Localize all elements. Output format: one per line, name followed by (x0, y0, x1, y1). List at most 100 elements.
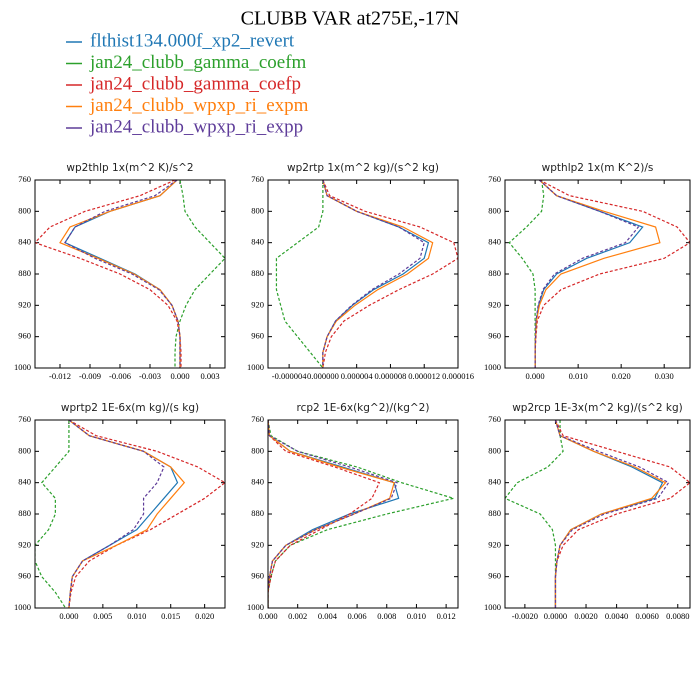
series-line (534, 180, 690, 368)
panel-title: wpthlp2 1x(m K^2)/s (542, 162, 654, 174)
panel-title: wp2rtp 1x(m^2 kg)/(s^2 kg) (287, 162, 439, 174)
x-tick-label: 0.002 (288, 611, 307, 621)
y-tick-label: 1000 (247, 602, 264, 612)
y-tick-label: 760 (18, 414, 31, 424)
y-tick-label: 760 (18, 174, 31, 184)
x-tick-label: -0.0020 (512, 611, 538, 621)
plot-frame (504, 179, 691, 369)
x-tick-label: 0.020 (612, 371, 631, 381)
series-line (322, 180, 434, 368)
series-line (554, 420, 690, 608)
series-line (64, 180, 181, 368)
y-tick-label: 1000 (247, 362, 264, 372)
panel-title: wprtp2 1E-6x(m kg)/(s kg) (61, 402, 199, 414)
x-tick-label: 0.015 (161, 611, 180, 621)
legend-label: jan24_clubb_gamma_coefp (89, 73, 301, 94)
y-tick-label: 840 (488, 477, 501, 487)
y-tick-label: 840 (18, 237, 31, 247)
y-tick-label: 880 (488, 268, 501, 278)
y-tick-label: 1000 (14, 602, 31, 612)
plot-frame (34, 419, 226, 609)
y-tick-label: 920 (488, 539, 501, 549)
x-tick-label: 0.000 (59, 611, 78, 621)
y-tick-label: 840 (18, 477, 31, 487)
series-line (534, 180, 661, 368)
series-line (275, 180, 324, 368)
x-tick-label: 0.005 (93, 611, 112, 621)
y-tick-label: 880 (251, 268, 264, 278)
y-tick-label: 920 (251, 299, 264, 309)
x-tick-label: 0.000004 (341, 371, 374, 381)
series-line (508, 180, 545, 368)
y-tick-label: 1000 (484, 362, 501, 372)
figure-title: CLUBB VAR at275E,-17N (241, 8, 460, 30)
x-tick-label: -0.006 (109, 371, 131, 381)
series-line (68, 420, 186, 608)
y-tick-label: 760 (251, 174, 264, 184)
x-tick-label: 0.000008 (375, 371, 407, 381)
panel-title: wp2rcp 1E-3x(m^2 kg)/(s^2 kg) (512, 402, 683, 414)
y-tick-label: 840 (251, 477, 264, 487)
legend-label: jan24_clubb_wpxp_ri_expp (89, 116, 303, 137)
plot-frame (267, 179, 459, 369)
series-line (64, 180, 181, 368)
x-tick-label: 0.010 (127, 611, 146, 621)
x-tick-label: 0.0060 (636, 611, 659, 621)
series-line (268, 420, 456, 608)
x-tick-label: 0.010 (407, 611, 426, 621)
x-tick-label: 0.0040 (605, 611, 628, 621)
x-tick-label: -0.009 (79, 371, 101, 381)
y-tick-label: 880 (251, 508, 264, 518)
series-line (68, 420, 225, 608)
y-tick-label: 800 (251, 205, 264, 215)
plot-frame (504, 419, 691, 609)
series-line (554, 420, 664, 608)
y-tick-label: 1000 (484, 602, 501, 612)
y-tick-label: 800 (18, 205, 31, 215)
series-line (68, 420, 179, 608)
series-line (554, 420, 667, 608)
y-tick-label: 840 (488, 237, 501, 247)
y-tick-label: 920 (18, 299, 31, 309)
series-line (554, 420, 670, 608)
plot-frame (34, 179, 226, 369)
series-line (322, 180, 430, 368)
y-tick-label: 920 (488, 299, 501, 309)
x-tick-label: 0.000012 (408, 371, 440, 381)
x-tick-label: 0.030 (655, 371, 674, 381)
x-tick-label: 0.000 (170, 371, 189, 381)
x-tick-label: 0.006 (348, 611, 367, 621)
x-tick-label: 0.000 (526, 371, 545, 381)
panel-title: rcp2 1E-6x(kg^2)/(kg^2) (297, 402, 430, 414)
y-tick-label: 920 (251, 539, 264, 549)
series-line (35, 420, 70, 608)
y-tick-label: 920 (18, 539, 31, 549)
x-tick-label: 0.0080 (666, 611, 689, 621)
y-tick-label: 760 (488, 414, 501, 424)
x-tick-label: -0.012 (49, 371, 71, 381)
x-tick-label: 0.020 (195, 611, 214, 621)
series-line (268, 420, 395, 608)
series-line (268, 420, 398, 608)
series-line (35, 180, 182, 368)
y-tick-label: 960 (251, 571, 264, 581)
y-tick-label: 960 (251, 331, 264, 341)
x-tick-label: 0.008 (377, 611, 396, 621)
y-tick-label: 800 (18, 445, 31, 455)
y-tick-label: 960 (18, 571, 31, 581)
x-tick-label: 0.000000 (307, 371, 339, 381)
series-line (322, 180, 458, 368)
legend-label: jan24_clubb_wpxp_ri_expm (89, 95, 309, 116)
series-line (534, 180, 640, 368)
x-tick-label: 0.0000 (544, 611, 567, 621)
plot-frame (267, 419, 459, 609)
x-tick-label: 0.004 (318, 611, 338, 621)
series-line (268, 420, 381, 608)
series-line (68, 420, 165, 608)
y-tick-label: 800 (488, 205, 501, 215)
y-tick-label: 880 (488, 508, 501, 518)
y-tick-label: 840 (251, 237, 264, 247)
legend-label: flthist134.000f_xp2_revert (90, 30, 295, 51)
x-tick-label: 0.000016 (442, 371, 474, 381)
